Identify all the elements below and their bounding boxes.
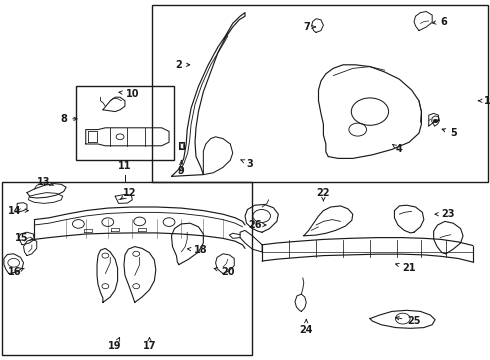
Text: 2: 2	[175, 60, 190, 70]
Bar	[2, 182, 252, 355]
Text: 22: 22	[317, 188, 330, 201]
Text: 15: 15	[15, 233, 33, 243]
Text: 17: 17	[143, 338, 156, 351]
Text: 21: 21	[395, 263, 416, 273]
Bar	[152, 5, 488, 182]
Text: 12: 12	[121, 188, 137, 199]
Text: 8: 8	[60, 114, 77, 124]
Text: 18: 18	[188, 245, 208, 255]
Text: 9: 9	[178, 161, 185, 176]
Text: 3: 3	[241, 159, 253, 169]
Text: 20: 20	[214, 267, 235, 277]
Text: 11: 11	[118, 161, 132, 171]
Text: 24: 24	[299, 319, 313, 336]
Text: 14: 14	[8, 206, 28, 216]
Text: 6: 6	[433, 17, 447, 27]
Bar	[76, 86, 174, 160]
Text: 7: 7	[303, 22, 316, 32]
Text: 1: 1	[478, 96, 490, 106]
Text: 10: 10	[119, 89, 139, 99]
Text: 5: 5	[442, 128, 457, 138]
Text: 26: 26	[248, 220, 266, 230]
Text: 23: 23	[435, 209, 455, 219]
Circle shape	[433, 119, 438, 123]
Text: 19: 19	[108, 338, 122, 351]
Text: 25: 25	[396, 316, 421, 326]
Text: 16: 16	[8, 267, 24, 277]
Text: 4: 4	[393, 144, 403, 154]
Text: 13: 13	[37, 177, 53, 187]
